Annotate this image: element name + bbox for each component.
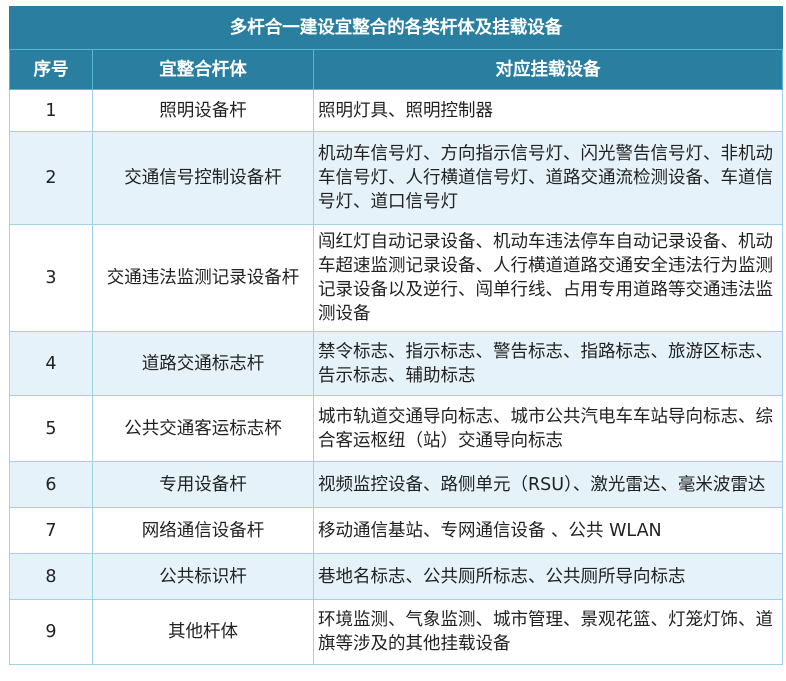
table-row: 9 其他杆体 环境监测、气象监测、城市管理、景观花篮、灯笼灯饰、道旗等涉及的其他…: [9, 599, 784, 665]
table-row: 2 交通信号控制设备杆 机动车信号灯、方向指示信号灯、闪光警告信号灯、非机动车信…: [9, 131, 784, 225]
table-row: 1 照明设备杆 照明灯具、照明控制器: [9, 89, 784, 132]
cell-no: 2: [9, 131, 93, 225]
header-devices: 对应挂载设备: [312, 49, 784, 90]
cell-no: 4: [9, 331, 93, 396]
cell-pole: 照明设备杆: [92, 89, 314, 132]
cell-no: 9: [9, 599, 93, 665]
cell-devices: 移动通信基站、专网通信设备 、公共 WLAN: [312, 507, 784, 554]
cell-no: 6: [9, 461, 93, 508]
table-row: 5 公共交通客运标志杯 城市轨道交通导向标志、城市公共汽电车车站导向标志、综合客…: [9, 395, 784, 462]
cell-no: 7: [9, 507, 93, 554]
cell-devices: 视频监控设备、路侧单元（RSU）、激光雷达、毫米波雷达: [312, 461, 784, 508]
cell-pole: 公共交通客运标志杯: [92, 395, 314, 462]
cell-pole: 道路交通标志杆: [92, 331, 314, 396]
table-row: 6 专用设备杆 视频监控设备、路侧单元（RSU）、激光雷达、毫米波雷达: [9, 461, 784, 508]
table-row: 7 网络通信设备杆 移动通信基站、专网通信设备 、公共 WLAN: [9, 507, 784, 554]
cell-devices: 照明灯具、照明控制器: [312, 89, 784, 132]
cell-devices: 环境监测、气象监测、城市管理、景观花篮、灯笼灯饰、道旗等涉及的其他挂载设备: [312, 599, 784, 665]
cell-pole: 交通违法监测记录设备杆: [92, 224, 314, 332]
cell-devices: 机动车信号灯、方向指示信号灯、闪光警告信号灯、非机动车信号灯、人行横道信号灯、道…: [312, 131, 784, 225]
cell-pole: 其他杆体: [92, 599, 314, 665]
header-pole: 宜整合杆体: [92, 49, 314, 90]
cell-devices: 闯红灯自动记录设备、机动车违法停车自动记录设备、机动车超速监测记录设备、人行横道…: [312, 224, 784, 332]
cell-pole: 公共标识杆: [92, 553, 314, 600]
cell-no: 3: [9, 224, 93, 332]
cell-no: 1: [9, 89, 93, 132]
cell-no: 8: [9, 553, 93, 600]
cell-pole: 专用设备杆: [92, 461, 314, 508]
table-row: 3 交通违法监测记录设备杆 闯红灯自动记录设备、机动车违法停车自动记录设备、机动…: [9, 224, 784, 332]
table-row: 8 公共标识杆 巷地名标志、公共厕所标志、公共厕所导向标志: [9, 553, 784, 600]
cell-devices: 城市轨道交通导向标志、城市公共汽电车车站导向标志、综合客运枢纽（站）交通导向标志: [312, 395, 784, 462]
table-row: 4 道路交通标志杆 禁令标志、指示标志、警告标志、指路标志、旅游区标志、告示标志…: [9, 331, 784, 396]
cell-pole: 交通信号控制设备杆: [92, 131, 314, 225]
cell-devices: 禁令标志、指示标志、警告标志、指路标志、旅游区标志、告示标志、辅助标志: [312, 331, 784, 396]
header-no: 序号: [9, 49, 93, 90]
pole-equipment-table: 多杆合一建设宜整合的各类杆体及挂载设备 序号 宜整合杆体 对应挂载设备 1 照明…: [8, 6, 784, 665]
table-title: 多杆合一建设宜整合的各类杆体及挂载设备: [8, 6, 784, 50]
cell-pole: 网络通信设备杆: [92, 507, 314, 554]
cell-devices: 巷地名标志、公共厕所标志、公共厕所导向标志: [312, 553, 784, 600]
cell-no: 5: [9, 395, 93, 462]
